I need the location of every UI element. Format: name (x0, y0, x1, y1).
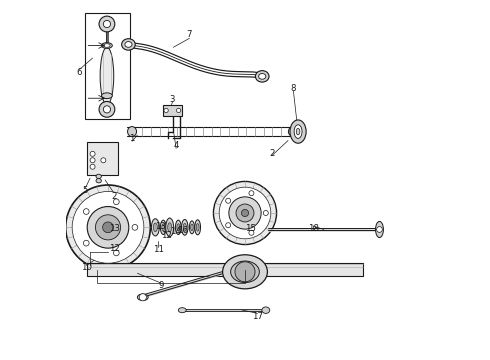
Circle shape (214, 181, 276, 244)
Circle shape (90, 151, 95, 156)
Ellipse shape (168, 223, 172, 232)
Ellipse shape (262, 307, 270, 314)
Circle shape (83, 240, 89, 246)
Text: 9: 9 (158, 281, 163, 290)
Text: 7: 7 (187, 30, 192, 39)
Ellipse shape (183, 224, 186, 231)
Text: 11: 11 (153, 246, 164, 255)
Text: 18: 18 (308, 224, 319, 233)
Circle shape (236, 204, 254, 222)
Circle shape (102, 222, 113, 233)
Circle shape (249, 191, 254, 196)
Ellipse shape (259, 73, 266, 79)
Text: 15: 15 (245, 224, 256, 233)
Ellipse shape (127, 127, 137, 136)
Text: 10: 10 (81, 264, 92, 273)
Circle shape (164, 108, 168, 113)
Ellipse shape (296, 129, 300, 135)
Circle shape (242, 210, 248, 217)
Text: 1: 1 (129, 134, 135, 143)
Ellipse shape (96, 174, 101, 179)
Ellipse shape (125, 41, 132, 47)
Text: 2: 2 (111, 192, 117, 201)
Circle shape (176, 108, 181, 113)
Ellipse shape (166, 218, 173, 237)
Circle shape (96, 215, 121, 240)
Circle shape (99, 16, 115, 32)
Bar (87, 142, 118, 175)
Ellipse shape (375, 221, 383, 238)
Ellipse shape (178, 308, 186, 313)
Text: 12: 12 (109, 244, 120, 253)
Ellipse shape (100, 47, 114, 105)
Circle shape (132, 225, 138, 230)
Ellipse shape (122, 39, 135, 50)
Ellipse shape (222, 255, 268, 289)
Text: 6: 6 (76, 68, 82, 77)
Ellipse shape (151, 219, 159, 236)
Circle shape (103, 106, 111, 113)
Text: 2: 2 (269, 149, 275, 158)
Circle shape (226, 198, 231, 203)
Circle shape (103, 21, 111, 28)
Circle shape (72, 192, 144, 263)
Ellipse shape (104, 44, 110, 47)
Text: 5: 5 (83, 186, 88, 195)
Circle shape (90, 164, 95, 169)
Ellipse shape (101, 93, 112, 99)
Ellipse shape (196, 224, 199, 231)
Text: 8: 8 (291, 84, 296, 93)
Ellipse shape (162, 224, 165, 231)
Ellipse shape (289, 127, 298, 136)
Ellipse shape (181, 220, 188, 235)
Bar (85, 13, 130, 119)
Ellipse shape (290, 120, 306, 143)
Text: 12: 12 (161, 231, 171, 240)
Ellipse shape (101, 42, 112, 48)
Ellipse shape (191, 224, 193, 230)
Ellipse shape (137, 294, 148, 301)
Circle shape (114, 199, 119, 204)
Ellipse shape (255, 71, 269, 82)
Bar (163, 105, 182, 116)
Circle shape (87, 207, 129, 248)
Ellipse shape (190, 221, 195, 234)
Circle shape (249, 230, 254, 235)
Ellipse shape (96, 179, 101, 183)
Circle shape (235, 262, 255, 282)
Circle shape (114, 250, 119, 256)
Text: 3: 3 (170, 95, 175, 104)
Circle shape (263, 211, 269, 216)
Ellipse shape (153, 223, 157, 231)
Text: 16: 16 (177, 226, 188, 235)
Circle shape (90, 158, 95, 163)
Circle shape (66, 185, 150, 270)
Ellipse shape (195, 220, 200, 235)
Circle shape (83, 209, 89, 215)
Text: 17: 17 (252, 312, 263, 321)
Ellipse shape (294, 125, 302, 138)
Text: 4: 4 (173, 141, 179, 150)
Text: 14: 14 (170, 228, 181, 237)
Circle shape (219, 187, 271, 239)
Circle shape (377, 226, 382, 232)
Ellipse shape (160, 220, 166, 234)
Circle shape (139, 294, 147, 301)
Text: 13: 13 (109, 224, 120, 233)
Ellipse shape (177, 224, 180, 231)
Bar (87, 264, 364, 276)
Ellipse shape (175, 220, 181, 234)
Circle shape (101, 158, 106, 163)
Circle shape (99, 102, 115, 117)
Text: 13: 13 (155, 222, 166, 231)
Ellipse shape (231, 261, 259, 283)
Circle shape (226, 223, 231, 228)
Circle shape (229, 197, 261, 229)
